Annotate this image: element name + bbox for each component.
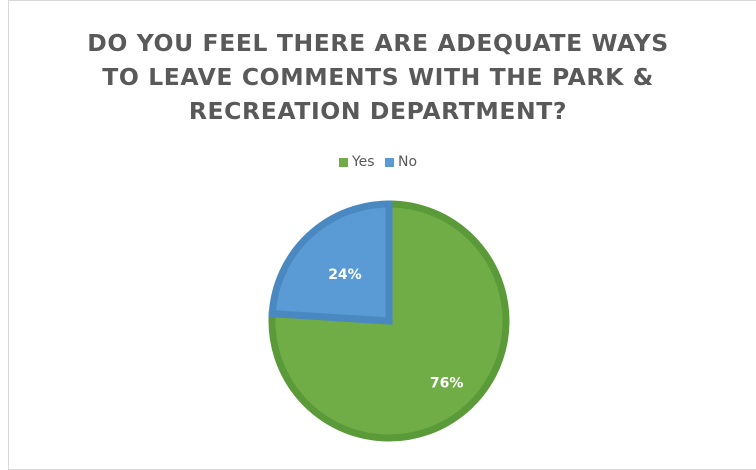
chart-legend: Yes No: [0, 154, 756, 171]
pie-label-no: 24%: [328, 267, 362, 283]
chart-title-line-2: TO LEAVE COMMENTS WITH THE PARK &: [102, 63, 654, 91]
pie-label-yes: 76%: [430, 375, 464, 391]
chart-title: DO YOU FEEL THERE ARE ADEQUATE WAYS TO L…: [0, 26, 756, 128]
pie-chart: 76% 24%: [268, 200, 510, 442]
legend-item-yes: Yes: [338, 154, 375, 170]
chart-title-line-3: RECREATION DEPARTMENT?: [188, 97, 568, 125]
pie-slice-yes: [268, 200, 510, 442]
legend-item-no: No: [385, 154, 417, 170]
legend-label-no: No: [398, 154, 418, 170]
legend-label-yes: Yes: [351, 154, 375, 170]
pie-slice-no: [268, 200, 393, 325]
chart-title-line-1: DO YOU FEEL THERE ARE ADEQUATE WAYS: [87, 29, 669, 57]
legend-swatch-yes: [338, 157, 348, 167]
legend-swatch-no: [385, 157, 394, 167]
